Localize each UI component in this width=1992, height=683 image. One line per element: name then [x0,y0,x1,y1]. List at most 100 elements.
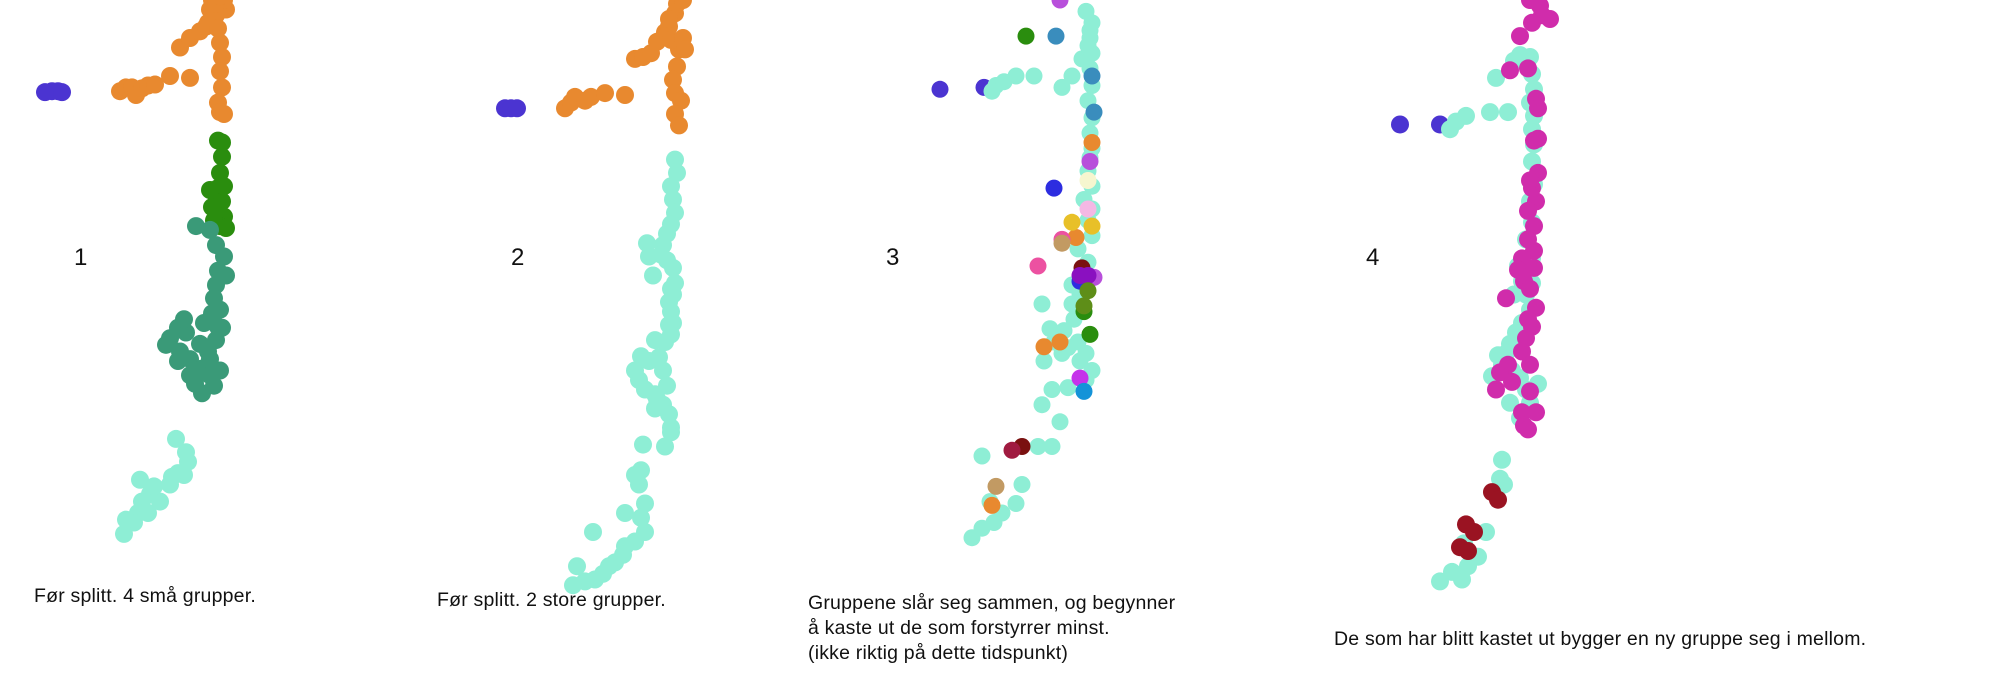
scatter-point [1029,438,1047,455]
scatter-point [1529,129,1547,148]
scatter-plot-2 [496,0,694,595]
scatter-point [1513,403,1531,422]
scatter-point [1497,289,1515,308]
scatter-point [568,557,586,576]
scatter-point [1503,372,1521,391]
scatter-point [1491,363,1509,382]
scatter-point [660,315,678,334]
scatter-point [1007,67,1025,85]
panel-caption-4: De som har blitt kastet ut bygger en ny … [1334,628,1867,650]
scatter-point [169,352,187,370]
scatter-point [1523,13,1541,32]
scatter-point [1519,420,1537,439]
scatter-point [1051,413,1069,431]
scatter-point [1079,282,1097,300]
panel-caption-2: Før splitt. 2 store grupper. [437,589,666,611]
scatter-point [1541,10,1559,28]
scatter-point [131,470,149,489]
scatter-point [1079,200,1097,218]
panel-number-2: 2 [511,244,525,271]
panel-number-3: 3 [886,244,900,271]
scatter-point [644,266,662,285]
scatter-point [1511,27,1529,46]
scatter-point [987,477,1005,495]
scatter-point [215,105,233,123]
scatter-point [656,437,674,456]
scatter-point [584,523,602,541]
scatter-point [1391,115,1409,134]
scatter-point [1075,297,1093,315]
scatter-point [1029,257,1047,275]
scatter-point [157,335,175,354]
scatter-point [1043,381,1061,398]
scatter-point [209,19,227,38]
scatter-point [626,466,644,484]
scatter-point [664,190,682,209]
scatter-point [1457,106,1475,125]
panel-number-4: 4 [1366,244,1380,271]
scatter-point [1075,382,1093,400]
scatter-point [662,177,680,196]
scatter-point [167,429,185,448]
scatter-point [1051,333,1069,351]
scatter-point [53,83,71,102]
scatter-point [1059,379,1077,397]
scatter-point [1033,295,1051,313]
scatter-point [1501,61,1519,80]
scatter-point [1051,0,1069,9]
scatter-point [638,234,656,253]
scatter-point [1521,355,1539,374]
scatter-point [1083,67,1101,85]
scatter-panel-1: 1 Før splitt. 4 små grupper. [0,0,340,683]
scatter-point [201,350,219,369]
scatter-point [213,147,231,166]
scatter-point [676,40,694,59]
scatter-point [1083,134,1101,151]
scatter-point [1513,342,1531,361]
scatter-point [646,399,664,418]
scatter-point [508,99,526,118]
scatter-point [1521,171,1539,190]
scatter-point [1525,258,1543,277]
scatter-point [1071,369,1089,387]
scatter-point [1053,78,1071,96]
scatter-point [664,285,682,304]
scatter-point [1043,438,1061,455]
scatter-point [582,87,600,106]
scatter-point [1063,67,1081,85]
scatter-point [632,508,650,527]
scatter-point [1501,393,1519,412]
scatter-point [145,477,163,496]
scatter-point [1481,103,1499,122]
scatter-plot-3 [931,0,1103,547]
scatter-panel-4: 4 De som har blitt kastet ut bygger en n… [1334,0,1960,683]
scatter-point [1459,542,1477,560]
scatter-point [117,510,135,529]
scatter-point [1071,352,1089,370]
panel-number-1: 1 [74,244,88,271]
scatter-point [1081,153,1099,170]
scatter-point [664,258,682,277]
scatter-point [213,133,231,152]
scatter-point [213,78,231,97]
scatter-point [1519,201,1537,220]
scatter-point [1013,476,1031,493]
scatter-point [201,220,219,239]
scatter-point [115,524,133,543]
scatter-panel-3: 3 Gruppene slår seg sammen, og begynner … [808,0,1280,683]
scatter-point [564,576,582,595]
scatter-point [1041,320,1059,338]
scatter-point [1033,396,1051,414]
panel-caption-1: Før splitt. 4 små grupper. [34,585,256,607]
scatter-point [1083,44,1101,62]
scatter-point [163,467,181,486]
scatter-point [1527,403,1545,422]
scatter-point [146,75,164,94]
scatter-point [1085,103,1103,121]
scatter-point [1071,267,1089,284]
scatter-point [636,494,654,513]
scatter-point [1083,217,1101,235]
scatter-point [213,318,231,337]
scatter-point [670,116,688,135]
scatter-point [213,48,231,66]
